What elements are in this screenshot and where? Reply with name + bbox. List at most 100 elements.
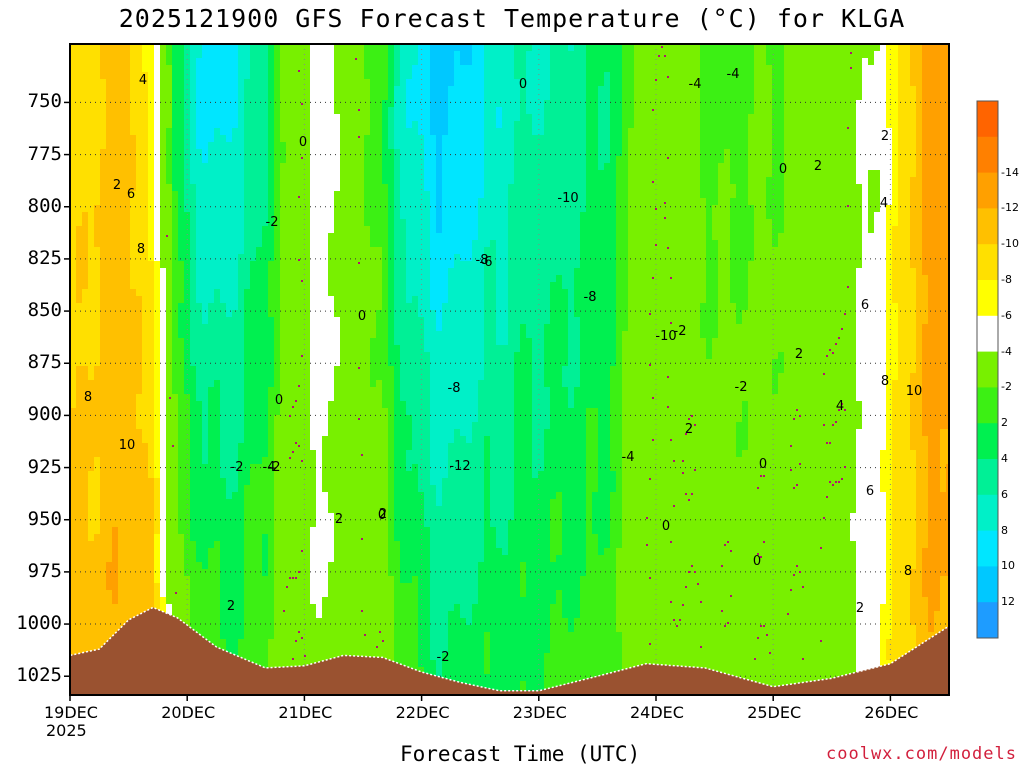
temperature-cell bbox=[202, 569, 209, 695]
temperature-cell bbox=[634, 44, 641, 695]
temperature-cell bbox=[508, 44, 515, 185]
temperature-cell bbox=[178, 261, 185, 304]
temperature-cell bbox=[256, 247, 263, 465]
temperature-cell bbox=[472, 422, 479, 605]
zero-contour-point bbox=[364, 634, 366, 636]
zero-contour-point bbox=[754, 658, 756, 660]
temperature-cell bbox=[706, 44, 713, 360]
temperature-cell bbox=[718, 44, 725, 164]
contour-label: 10 bbox=[906, 384, 923, 399]
temperature-cell bbox=[496, 107, 503, 129]
zero-contour-point bbox=[376, 646, 378, 648]
temperature-cell bbox=[496, 128, 503, 346]
temperature-cell bbox=[220, 135, 227, 304]
temperature-cell bbox=[472, 604, 479, 695]
temperature-cell bbox=[442, 303, 449, 479]
temperature-cell bbox=[598, 86, 605, 171]
temperature-cell bbox=[892, 303, 899, 381]
temperature-cell bbox=[556, 555, 563, 591]
temperature-cell bbox=[484, 436, 491, 633]
zero-contour-point bbox=[298, 631, 300, 633]
zero-contour-point bbox=[649, 313, 651, 315]
temperature-cell bbox=[490, 527, 497, 695]
temperature-cell bbox=[214, 289, 221, 381]
temperature-cell bbox=[514, 352, 521, 695]
temperature-cell bbox=[196, 44, 203, 59]
temperature-cell bbox=[262, 226, 269, 458]
temperature-cell bbox=[544, 44, 551, 101]
zero-contour-point bbox=[361, 454, 363, 456]
zero-contour-point bbox=[295, 442, 297, 444]
temperature-cell bbox=[556, 275, 563, 493]
x-tick-label: 21DEC bbox=[278, 703, 333, 722]
temperature-cell bbox=[190, 366, 197, 542]
colorbar-label: -2 bbox=[1001, 380, 1012, 394]
temperature-cell bbox=[388, 44, 395, 108]
temperature-cell bbox=[208, 548, 215, 695]
zero-contour-point bbox=[670, 322, 672, 324]
y-tick-label: 1025 bbox=[16, 664, 62, 687]
temperature-cell bbox=[778, 373, 785, 695]
zero-contour-point bbox=[649, 364, 651, 366]
temperature-cell bbox=[880, 604, 887, 695]
temperature-cell bbox=[484, 247, 491, 437]
zero-contour-point bbox=[757, 637, 759, 639]
zero-contour-point bbox=[832, 424, 834, 426]
zero-contour-point bbox=[649, 577, 651, 579]
zero-contour-point bbox=[361, 538, 363, 540]
temperature-cell bbox=[466, 443, 473, 626]
zero-contour-point bbox=[826, 355, 828, 357]
temperature-cell bbox=[610, 44, 617, 367]
temperature-cell bbox=[436, 44, 443, 234]
chart-title: 2025121900 GFS Forecast Temperature (°C)… bbox=[118, 4, 906, 33]
temperature-cell bbox=[394, 44, 401, 87]
zero-contour-point bbox=[844, 409, 846, 411]
temperature-cell bbox=[448, 268, 455, 444]
zero-contour-point bbox=[679, 619, 681, 621]
y-tick-label: 900 bbox=[27, 403, 62, 426]
contour-label: 8 bbox=[137, 242, 145, 257]
zero-contour-point bbox=[841, 328, 843, 330]
contour-label: 2 bbox=[379, 507, 387, 522]
zero-contour-point bbox=[361, 610, 363, 612]
temperature-cell bbox=[856, 184, 863, 269]
zero-contour-point bbox=[694, 571, 696, 573]
temperature-cell bbox=[244, 485, 251, 695]
temperature-cell bbox=[742, 44, 749, 311]
temperature-cell bbox=[370, 387, 377, 695]
contour-label: 4 bbox=[836, 399, 844, 414]
zero-contour-point bbox=[652, 277, 654, 279]
temperature-cell bbox=[334, 191, 341, 318]
temperature-cell bbox=[898, 44, 905, 695]
x-tick-label: 23DEC bbox=[512, 703, 567, 722]
temperature-cell bbox=[766, 44, 773, 66]
temperature-cell bbox=[910, 86, 917, 178]
temperature-cell bbox=[568, 632, 575, 695]
temperature-cell bbox=[598, 170, 605, 556]
contour-label: 10 bbox=[119, 438, 136, 453]
zero-contour-point bbox=[295, 577, 297, 579]
zero-contour-point bbox=[295, 640, 297, 642]
contour-label: 0 bbox=[519, 77, 527, 92]
temperature-cell bbox=[322, 436, 329, 493]
temperature-cell bbox=[148, 44, 155, 262]
zero-contour-point bbox=[289, 415, 291, 417]
contour-label: 0 bbox=[662, 519, 670, 534]
temperature-cell bbox=[562, 44, 569, 290]
temperature-cell bbox=[946, 429, 949, 465]
zero-contour-point bbox=[358, 109, 360, 111]
zero-contour-point bbox=[760, 475, 762, 477]
zero-contour-point bbox=[694, 424, 696, 426]
zero-contour-point bbox=[790, 445, 792, 447]
y-tick-label: 775 bbox=[27, 142, 62, 165]
contour-label: -6 bbox=[480, 255, 493, 270]
contour-label: -2 bbox=[268, 460, 281, 475]
temperature-cell bbox=[544, 653, 551, 695]
zero-contour-point bbox=[790, 589, 792, 591]
contour-label: -2 bbox=[735, 380, 748, 395]
zero-contour-point bbox=[844, 313, 846, 315]
zero-contour-point bbox=[691, 415, 693, 417]
zero-contour-point bbox=[655, 79, 657, 81]
zero-contour-point bbox=[766, 634, 768, 636]
temperature-cell bbox=[574, 317, 581, 388]
